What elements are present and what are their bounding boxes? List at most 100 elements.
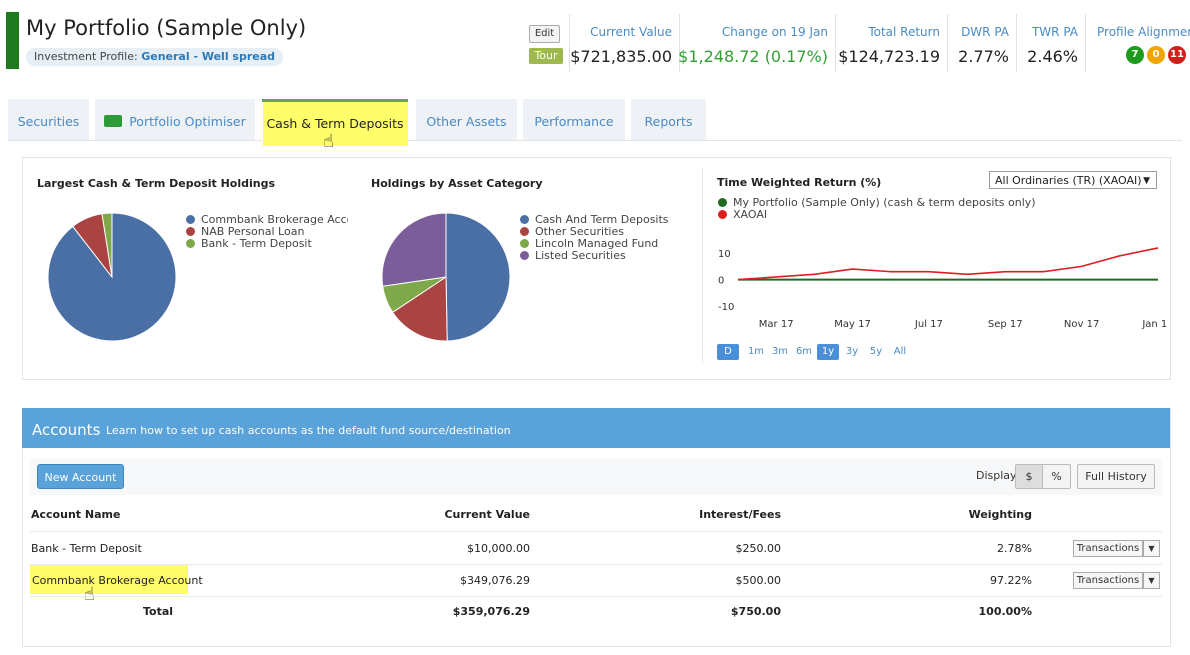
range-button-5y[interactable]: 5y: [869, 346, 883, 357]
x-tick-label: May 17: [834, 319, 871, 330]
stat-value: $124,723.19: [838, 47, 940, 66]
legend-swatch: [186, 214, 195, 224]
total-current-value: $359,076.29: [452, 605, 530, 618]
twr-legend: My Portfolio (Sample Only) (cash & term …: [718, 197, 1036, 221]
series-line[interactable]: [737, 247, 1159, 281]
pie-slice[interactable]: [445, 212, 511, 342]
stat-current-value: Current Value $721,835.00: [569, 14, 680, 72]
column-header-interest-fees[interactable]: Interest/Fees: [699, 508, 781, 521]
account-name-cell[interactable]: Commbank Brokerage Account: [32, 574, 203, 587]
column-header-account-name[interactable]: Account Name: [31, 508, 121, 521]
legend-swatch: [718, 209, 727, 219]
alignment-badge-amber[interactable]: 0: [1147, 46, 1165, 64]
twr-line-chart: -10 0 10 Mar 17 May 17 Jul 17 Sep 17 Nov 17 Jan …: [718, 247, 1167, 330]
range-button-all[interactable]: All: [893, 346, 907, 357]
legend-item[interactable]: Commbank Brokerage Accour: [186, 214, 348, 226]
range-button-6m[interactable]: 6m: [795, 346, 813, 357]
legend-swatch: [520, 226, 529, 236]
stat-value: $721,835.00: [570, 47, 672, 66]
category-legend: Cash And Term Deposits Other Securities …: [520, 214, 690, 262]
display-percent-toggle[interactable]: %: [1042, 464, 1071, 489]
edit-button[interactable]: Edit: [529, 25, 560, 43]
tab-portfolio-optimiser[interactable]: Portfolio Optimiser: [95, 99, 255, 140]
full-history-button[interactable]: Full History: [1077, 464, 1155, 489]
legend-item[interactable]: XAOAI: [718, 209, 1036, 221]
display-dollar-toggle[interactable]: $: [1015, 464, 1043, 489]
x-tick-label: Mar 17: [759, 319, 794, 330]
legend-item[interactable]: Listed Securities: [520, 250, 690, 262]
chevron-down-icon: ▼: [1143, 176, 1150, 186]
tab-performance[interactable]: Performance: [523, 99, 625, 140]
legend-item[interactable]: My Portfolio (Sample Only) (cash & term …: [718, 197, 1036, 209]
transactions-button[interactable]: Transactions: [1073, 540, 1143, 557]
alignment-badge-red[interactable]: 11: [1168, 46, 1186, 64]
legend-item[interactable]: Other Securities: [520, 226, 690, 238]
legend-item[interactable]: Lincoln Managed Fund: [520, 238, 690, 250]
legend-label: Commbank Brokerage Accour: [201, 214, 348, 226]
range-button-1y[interactable]: 1y: [817, 344, 839, 360]
legend-item[interactable]: NAB Personal Loan: [186, 226, 348, 238]
account-name-cell[interactable]: Bank - Term Deposit: [31, 542, 142, 555]
investment-profile-badge[interactable]: Investment Profile: General - Well sprea…: [26, 48, 284, 66]
x-tick-label: Sep 17: [988, 319, 1023, 330]
alignment-badge-green[interactable]: 7: [1126, 46, 1144, 64]
caret-down-icon[interactable]: ▼: [1143, 540, 1160, 557]
new-account-button[interactable]: New Account: [37, 464, 124, 489]
portfolio-accent-bar: [6, 12, 19, 69]
stat-total-return: Total Return $124,723.19: [835, 14, 948, 72]
interest-fees-cell: $250.00: [735, 542, 782, 555]
tab-other-assets[interactable]: Other Assets: [416, 99, 517, 140]
pie-slice[interactable]: [101, 212, 113, 278]
twr-chart-title: Time Weighted Return (%): [717, 176, 882, 189]
tour-button[interactable]: Tour: [529, 48, 563, 64]
total-weighting: 100.00%: [978, 605, 1032, 618]
legend-swatch: [520, 238, 529, 248]
column-header-current-value[interactable]: Current Value: [444, 508, 530, 521]
stat-label: DWR PA: [961, 25, 1009, 39]
tabs-baseline: [8, 140, 1182, 141]
row-divider: [30, 564, 1162, 565]
investment-profile-value[interactable]: General - Well spread: [141, 50, 276, 63]
pie-slice[interactable]: [391, 276, 448, 342]
stat-value: $1,248.72 (0.17%): [678, 47, 828, 66]
range-button-1m[interactable]: 1m: [747, 346, 765, 357]
y-tick-label: -10: [718, 302, 734, 313]
legend-swatch: [718, 197, 727, 207]
accounts-toolbar: [30, 458, 1162, 495]
holdings-pie-chart: [47, 212, 177, 342]
benchmark-select[interactable]: All Ordinaries (TR) (XAOAI) ▼: [989, 171, 1157, 189]
legend-label: Other Securities: [535, 225, 624, 238]
column-header-weighting[interactable]: Weighting: [968, 508, 1032, 521]
caret-down-icon[interactable]: ▼: [1143, 572, 1160, 589]
legend-label: XAOAI: [733, 208, 768, 221]
range-button-3m[interactable]: 3m: [771, 346, 789, 357]
row-highlight: [30, 565, 188, 594]
interest-fees-cell: $500.00: [735, 574, 782, 587]
legend-label: My Portfolio (Sample Only) (cash & term …: [733, 196, 1036, 209]
tab-securities[interactable]: Securities: [8, 99, 89, 140]
tab-cash-term-deposits[interactable]: Cash & Term Deposits: [262, 99, 408, 146]
stat-value: 2.46%: [1027, 47, 1078, 66]
transactions-button[interactable]: Transactions: [1073, 572, 1143, 589]
investment-profile-label: Investment Profile:: [34, 50, 138, 63]
legend-item[interactable]: Cash And Term Deposits: [520, 214, 690, 226]
hand-cursor-icon: ☝: [84, 584, 95, 605]
tab-reports[interactable]: Reports: [631, 99, 706, 140]
stat-change: Change on 19 Jan $1,248.72 (0.17%): [678, 14, 836, 72]
legend-label: NAB Personal Loan: [201, 225, 305, 238]
accounts-header: [22, 408, 1170, 448]
current-value-cell: $10,000.00: [467, 542, 530, 555]
legend-label: Bank - Term Deposit: [201, 237, 312, 250]
stat-label: TWR PA: [1031, 25, 1078, 39]
row-divider: [30, 531, 1162, 532]
legend-item[interactable]: Bank - Term Deposit: [186, 238, 348, 250]
pie-slice[interactable]: [381, 212, 447, 287]
y-tick-label: 10: [718, 249, 731, 260]
range-button-3y[interactable]: 3y: [845, 346, 859, 357]
legend-swatch: [520, 214, 529, 224]
current-value-cell: $349,076.29: [460, 574, 530, 587]
range-button-d[interactable]: D: [717, 344, 739, 360]
legend-label: Lincoln Managed Fund: [535, 237, 659, 250]
stat-dwr-pa: DWR PA 2.77%: [947, 14, 1017, 72]
accounts-help-link[interactable]: Learn how to set up cash accounts as the…: [106, 424, 511, 437]
